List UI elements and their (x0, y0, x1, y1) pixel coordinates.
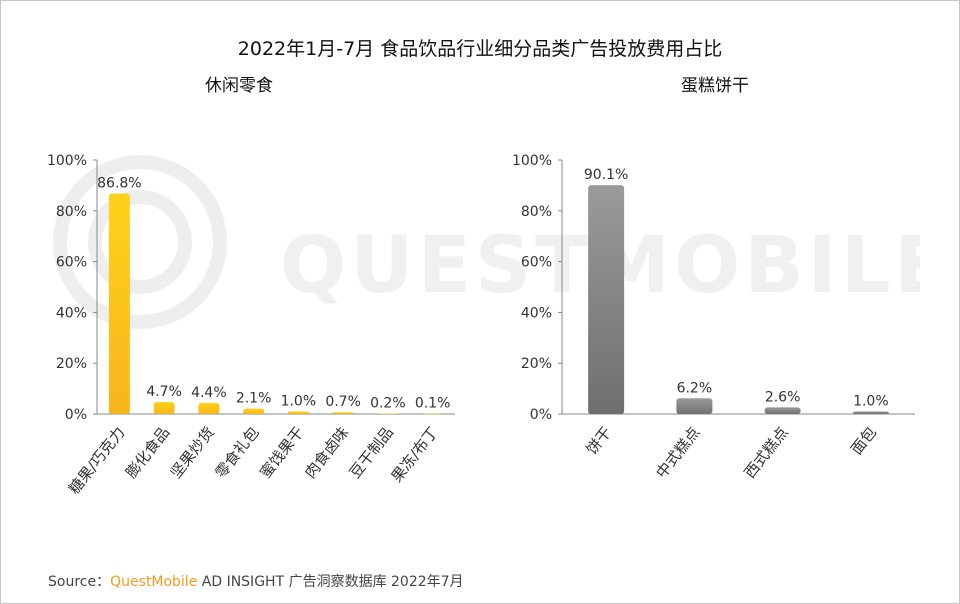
right-y-tick-label: 60% (521, 255, 552, 271)
left-data-label: 0.2% (370, 395, 406, 411)
left-category-label: 膨化食品 (122, 423, 173, 481)
left-bar (332, 412, 354, 414)
left-data-label: 1.0% (281, 393, 317, 409)
right-data-label: 6.2% (677, 380, 713, 396)
left-data-label: 0.1% (415, 396, 451, 412)
right-y-tick-label: 20% (521, 356, 552, 372)
source-note: Source：QuestMobile AD INSIGHT 广告洞察数据库 20… (48, 571, 464, 591)
right-bar (764, 407, 801, 414)
left-chart-title: 休闲零食 (205, 76, 273, 96)
left-bar (108, 193, 130, 414)
left-y-tick-label: 60% (56, 255, 87, 271)
right-y-tick-label: 80% (521, 204, 552, 220)
left-category-label: 肉食卤味 (301, 423, 352, 481)
left-y-tick-label: 20% (56, 356, 87, 372)
source-rest: AD INSIGHT 广告洞察数据库 2022年7月 (197, 574, 464, 590)
left-bar (198, 402, 220, 414)
right-y-tick-label: 40% (521, 305, 552, 321)
left-y-tick-label: 0% (65, 407, 87, 423)
left-bar (422, 413, 444, 415)
left-bar (287, 411, 309, 414)
right-y-tick-label: 0% (530, 407, 552, 423)
right-category-label: 饼干 (583, 423, 616, 458)
left-y-tick-label: 80% (56, 204, 87, 220)
left-y-tick-label: 40% (56, 305, 87, 321)
left-category-label: 蜜饯果干 (256, 423, 307, 481)
left-category-label: 坚果炒货 (167, 423, 218, 481)
left-category-label: 果冻/布丁 (388, 423, 442, 485)
right-bar (676, 398, 713, 414)
left-bar (243, 408, 265, 414)
right-category-label: 西式糕点 (741, 423, 792, 481)
left-data-label: 0.7% (325, 394, 361, 410)
right-data-label: 1.0% (853, 393, 889, 409)
right-bar (852, 411, 889, 414)
left-y-tick-label: 100% (47, 153, 87, 169)
right-chart-title: 蛋糕饼干 (681, 76, 749, 96)
left-data-label: 4.7% (146, 384, 182, 400)
left-data-label: 86.8% (97, 176, 141, 192)
left-category-label: 零食礼包 (212, 423, 263, 481)
right-y-tick-label: 100% (512, 153, 552, 169)
right-data-label: 2.6% (765, 389, 801, 405)
right-category-label: 面包 (847, 423, 880, 458)
source-brand: QuestMobile (110, 574, 198, 590)
left-data-label: 4.4% (191, 385, 227, 401)
right-bar (588, 185, 625, 414)
page-title: 2022年1月-7月 食品饮品行业细分品类广告投放费用占比 (237, 38, 723, 60)
left-category-label: 糖果/巧克力 (65, 423, 128, 497)
right-data-label: 90.1% (584, 167, 628, 183)
left-bar (377, 413, 399, 414)
right-category-label: 中式糕点 (652, 423, 703, 481)
left-bar (153, 402, 175, 414)
source-prefix: Source： (48, 574, 111, 590)
left-data-label: 2.1% (236, 391, 272, 407)
